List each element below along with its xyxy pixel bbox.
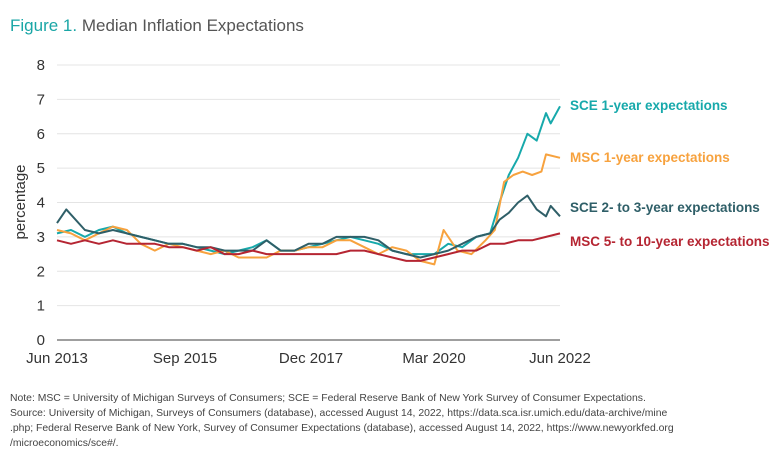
note-line: .php; Federal Reserve Bank of New York, …: [10, 423, 674, 434]
y-tick-label: 7: [37, 91, 45, 108]
x-tick-label: Mar 2020: [402, 350, 465, 367]
series-line: [56, 232, 561, 262]
x-tick-label: Jun 2013: [26, 350, 88, 367]
y-tick-label: 6: [37, 126, 45, 143]
series-label: SCE 2- to 3-year expectations: [570, 200, 760, 215]
figure-number: Figure 1.: [10, 16, 78, 35]
series-line: [56, 153, 561, 266]
x-tick-label: Jun 2022: [529, 350, 591, 367]
y-tick-label: 8: [37, 57, 45, 74]
figure-title-text: Median Inflation Expectations: [81, 16, 304, 35]
y-axis-label: percentage: [12, 164, 29, 239]
series-line: [56, 194, 561, 259]
inflation-chart: 0 1 2 3 4 5 6 7 8 Jun 2013 Sep 2015 Dec 2017 Mar 202…: [12, 57, 770, 367]
series-label: SCE 1-year expectations: [570, 98, 728, 113]
y-tick-label: 4: [37, 195, 45, 212]
series-label: MSC 1-year expectations: [570, 150, 730, 165]
x-tick-label: Dec 2017: [279, 350, 343, 367]
note-line: Source: University of Michigan, Surveys …: [10, 408, 668, 419]
series-label: MSC 5- to 10-year expectations: [570, 234, 770, 249]
figure-title: Figure 1. Median Inflation Expectations: [10, 16, 304, 36]
y-tick-label: 0: [37, 332, 45, 349]
x-tick-label: Sep 2015: [153, 350, 217, 367]
y-tick-label: 5: [37, 160, 45, 177]
y-tick-label: 1: [37, 298, 45, 315]
y-tick-label: 2: [37, 263, 45, 280]
y-tick-label: 3: [37, 229, 45, 246]
note-line: Note: MSC = University of Michigan Surve…: [10, 393, 646, 404]
notes: Note: MSC = University of Michigan Surve…: [10, 391, 770, 451]
note-line: /microeconomics/sce#/.: [10, 438, 119, 449]
series-line: [56, 105, 561, 256]
